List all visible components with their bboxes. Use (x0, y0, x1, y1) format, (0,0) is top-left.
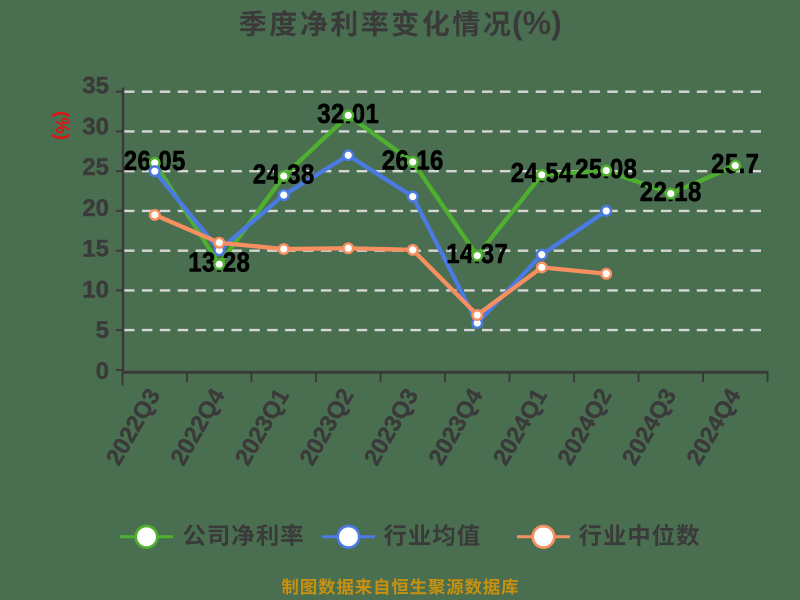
svg-text:32.01: 32.01 (317, 97, 379, 129)
svg-text:0: 0 (96, 358, 109, 385)
svg-text:24.54: 24.54 (511, 156, 573, 188)
svg-text:20: 20 (82, 195, 109, 222)
svg-text:25.08: 25.08 (575, 152, 637, 184)
svg-text:10: 10 (82, 276, 109, 303)
svg-text:5: 5 (96, 317, 109, 344)
svg-text:35: 35 (82, 73, 109, 100)
svg-text:25: 25 (82, 154, 109, 181)
svg-text:(%): (%) (52, 111, 73, 140)
svg-text:22.18: 22.18 (640, 175, 702, 207)
svg-text:30: 30 (82, 113, 109, 140)
svg-text:15: 15 (82, 236, 109, 263)
svg-text:(%): (%) (512, 5, 562, 41)
